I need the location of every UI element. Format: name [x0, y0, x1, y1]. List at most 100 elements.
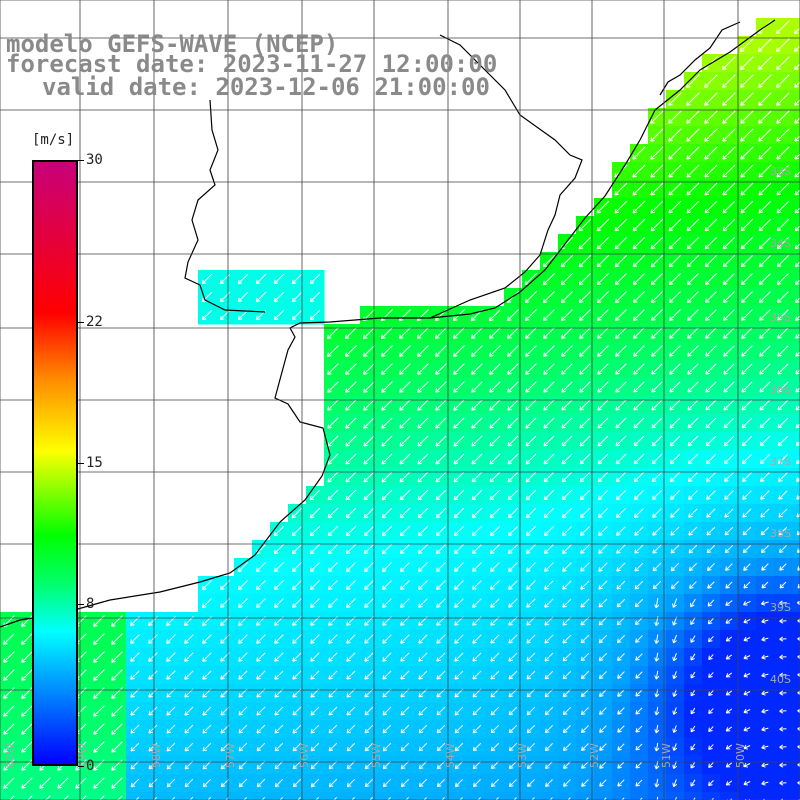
wind-arrow — [560, 254, 574, 268]
wind-arrow — [760, 545, 769, 554]
wind-arrow — [310, 778, 320, 788]
wind-arrow — [111, 633, 123, 645]
wind-arrow — [418, 634, 428, 644]
wind-cell — [360, 792, 379, 800]
wind-arrow — [525, 471, 537, 483]
wind-arrow — [436, 598, 446, 608]
wind-arrow — [561, 435, 573, 447]
wind-arrow — [725, 762, 733, 768]
wind-cell — [792, 756, 800, 775]
lat-label: 40S — [770, 673, 791, 686]
wind-arrow — [327, 580, 338, 591]
wind-arrow — [418, 778, 428, 788]
wind-arrow — [328, 742, 338, 752]
wind-arrow — [435, 471, 447, 483]
wind-arrow — [795, 315, 800, 321]
wind-arrow — [454, 634, 464, 644]
wind-arrow — [690, 671, 696, 679]
wind-arrow — [707, 617, 715, 625]
wind-arrow — [688, 562, 698, 572]
wind-arrow — [130, 724, 140, 734]
wind-arrow — [797, 672, 800, 678]
wind-arrow — [418, 580, 428, 590]
wind-arrow — [740, 146, 754, 160]
wind-arrow — [777, 435, 789, 447]
wind-cell — [792, 378, 800, 397]
wind-arrow — [202, 760, 212, 770]
wind-arrow — [760, 490, 770, 500]
valid-date: valid date: 2023-12-06 21:00:00 — [42, 73, 490, 101]
wind-arrow — [93, 687, 105, 699]
wind-arrow — [742, 526, 752, 536]
wind-arrow — [436, 779, 445, 788]
wind-arrow — [220, 760, 230, 770]
wind-arrow — [531, 797, 535, 800]
wind-arrow — [759, 327, 771, 339]
wind-arrow — [615, 435, 627, 447]
wind-arrow — [705, 417, 717, 429]
wind-arrow — [617, 743, 625, 751]
wind-arrow — [578, 291, 591, 304]
wind-arrow — [580, 670, 590, 680]
wind-arrow — [81, 795, 87, 800]
wind-arrow — [740, 182, 754, 196]
wind-arrow — [596, 200, 610, 214]
lat-label: 38S — [770, 527, 791, 540]
wind-arrow — [488, 309, 501, 322]
wind-arrow — [545, 779, 553, 787]
wind-arrow — [399, 399, 411, 411]
wind-arrow — [543, 417, 555, 429]
wind-arrow — [668, 236, 682, 250]
lat-label: 35S — [770, 311, 791, 324]
wind-arrow — [524, 291, 537, 304]
wind-arrow — [690, 617, 696, 626]
wind-arrow — [614, 200, 628, 214]
wind-arrow — [525, 453, 537, 465]
wind-arrow — [202, 670, 212, 680]
wind-arrow — [779, 744, 787, 750]
wind-arrow — [273, 525, 285, 537]
wind-arrow — [543, 381, 555, 393]
wind-arrow — [598, 634, 608, 644]
wind-arrow — [758, 273, 771, 286]
wind-arrow — [273, 543, 285, 555]
wind-arrow — [274, 778, 284, 788]
wind-arrow — [363, 435, 375, 447]
wind-arrow — [274, 598, 284, 608]
wind-arrow — [346, 652, 356, 662]
wind-arrow — [779, 762, 787, 768]
wind-arrow — [797, 780, 800, 786]
wind-arrow — [759, 417, 771, 429]
wind-cell — [792, 360, 800, 379]
wind-arrow — [274, 724, 284, 734]
wind-arrow — [345, 471, 357, 483]
wind-arrow — [651, 309, 663, 321]
wind-arrow — [672, 779, 678, 788]
wind-arrow — [668, 128, 682, 142]
wind-arrow — [779, 618, 787, 624]
wind-arrow — [599, 761, 607, 769]
wind-arrow — [759, 399, 771, 411]
wind-arrow — [562, 634, 572, 644]
wind-arrow — [417, 345, 429, 357]
wind-arrow — [526, 562, 536, 572]
wind-arrow — [725, 672, 733, 678]
wind-arrow — [778, 508, 788, 518]
wind-arrow — [598, 580, 608, 590]
wind-arrow — [418, 706, 428, 716]
wind-arrow — [292, 670, 302, 680]
wind-arrow — [758, 56, 772, 70]
wind-arrow — [93, 615, 105, 627]
wind-arrow — [21, 723, 33, 735]
wind-arrow — [743, 708, 751, 714]
wind-arrow — [364, 652, 374, 662]
wind-arrow — [722, 291, 735, 304]
wind-arrow — [686, 164, 700, 178]
wind-arrow — [690, 689, 696, 697]
wind-arrow — [759, 363, 771, 375]
wind-arrow — [417, 435, 429, 447]
wind-arrow — [760, 508, 770, 518]
wind-arrow — [686, 236, 700, 250]
wind-cell — [792, 270, 800, 289]
wind-arrow — [543, 363, 555, 375]
